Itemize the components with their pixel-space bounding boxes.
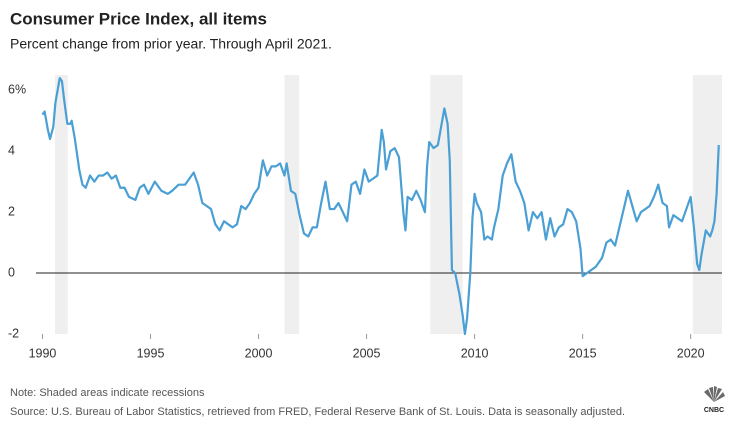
cpi-line (41, 76, 720, 336)
y-tick-label: -2 (8, 326, 19, 340)
chart-subtitle: Percent change from prior year. Through … (10, 36, 332, 52)
y-tick-label: 2 (8, 204, 15, 218)
y-tick-label: 0 (8, 265, 15, 279)
recession-band (692, 75, 722, 334)
logo: CNBC (704, 386, 725, 414)
y-tick-label: 4 (8, 143, 15, 157)
source: Source: U.S. Bureau of Labor Statistics,… (10, 406, 625, 418)
recession-band (55, 75, 68, 334)
logo-text: CNBC (704, 407, 724, 414)
note: Note: Shaded areas indicate recessions (10, 387, 205, 399)
x-tick-label: 2000 (245, 346, 273, 360)
x-tick-label: 2015 (569, 346, 597, 360)
chart-title: Consumer Price Index, all items (10, 9, 267, 28)
x-tick-label: 2020 (677, 346, 705, 360)
y-tick-label: 6% (8, 83, 26, 97)
x-tick-label: 1995 (137, 346, 165, 360)
x-tick-label: 2010 (461, 346, 489, 360)
x-tick-label: 1990 (29, 346, 57, 360)
recession-band (284, 75, 300, 334)
x-tick-label: 2005 (353, 346, 381, 360)
